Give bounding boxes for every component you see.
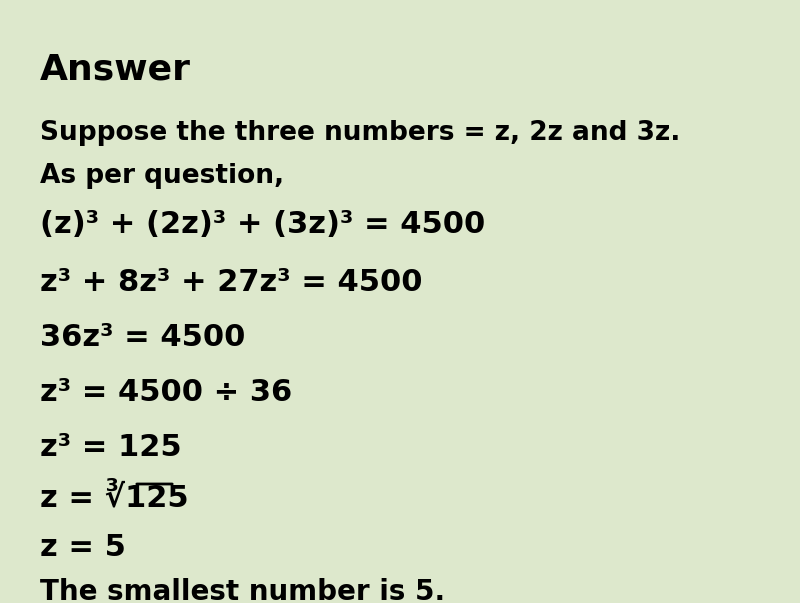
Text: 36z³ = 4500: 36z³ = 4500 <box>40 323 246 352</box>
Text: (z)³ + (2z)³ + (3z)³ = 4500: (z)³ + (2z)³ + (3z)³ = 4500 <box>40 210 486 239</box>
Text: z³ + 8z³ + 27z³ = 4500: z³ + 8z³ + 27z³ = 4500 <box>40 268 422 297</box>
Text: z = 5: z = 5 <box>40 533 126 562</box>
Text: z³ = 125: z³ = 125 <box>40 433 182 462</box>
Text: Suppose the three numbers = z, 2z and 3z.: Suppose the three numbers = z, 2z and 3z… <box>40 120 680 146</box>
Text: Answer: Answer <box>40 52 191 86</box>
Text: As per question,: As per question, <box>40 163 284 189</box>
Text: The smallest number is 5.: The smallest number is 5. <box>40 578 445 603</box>
Text: z³ = 4500 ÷ 36: z³ = 4500 ÷ 36 <box>40 378 292 407</box>
Text: z = ∛125: z = ∛125 <box>40 483 189 513</box>
